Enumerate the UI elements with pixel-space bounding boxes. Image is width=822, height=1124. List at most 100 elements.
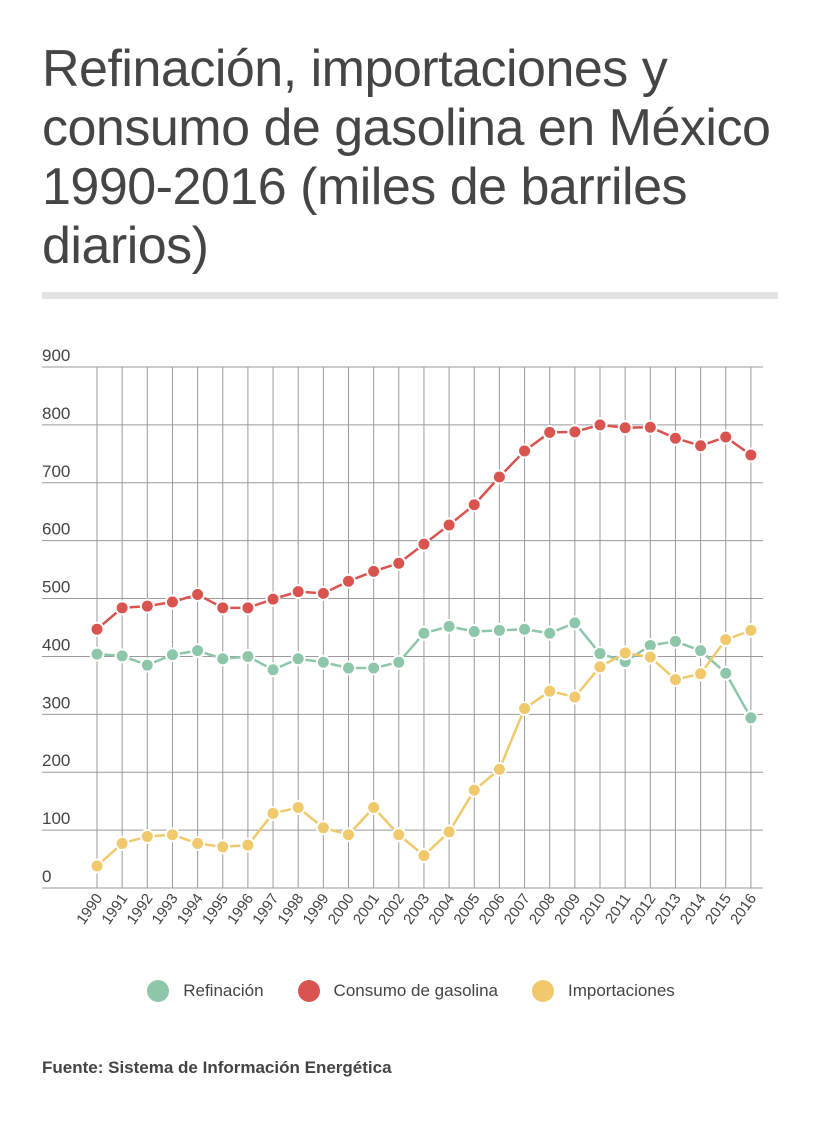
data-point-s0 — [315, 654, 331, 670]
data-point-s2 — [466, 782, 482, 798]
data-point-s0 — [139, 657, 155, 673]
x-tick-label: 2012 — [627, 891, 660, 928]
x-tick-label: 2011 — [602, 891, 634, 927]
data-point-s0 — [667, 633, 683, 649]
x-tick-label: 1999 — [300, 891, 333, 928]
y-tick-label: 600 — [42, 520, 70, 539]
data-point-s1 — [542, 424, 558, 440]
data-point-s2 — [391, 827, 407, 843]
line-chart: 0 100 200 300 400 500 600 700 800 900 199019911992… — [42, 346, 763, 928]
data-point-s0 — [517, 621, 533, 637]
x-tick-label: 2016 — [727, 891, 760, 928]
data-point-s1 — [114, 600, 130, 616]
data-point-s0 — [441, 618, 457, 634]
data-point-s0 — [114, 648, 130, 664]
data-point-s2 — [190, 835, 206, 851]
x-tick-label: 1992 — [124, 891, 157, 928]
data-point-s1 — [89, 621, 105, 637]
data-point-s2 — [265, 805, 281, 821]
title-divider — [42, 292, 778, 299]
legend-swatch-importaciones — [532, 980, 554, 1002]
data-point-s1 — [164, 594, 180, 610]
x-tick-label: 1991 — [98, 891, 131, 928]
data-point-s0 — [718, 665, 734, 681]
data-point-s2 — [517, 701, 533, 717]
y-tick-label: 800 — [42, 404, 70, 423]
data-point-s1 — [391, 555, 407, 571]
x-tick-label: 2013 — [652, 891, 685, 928]
x-tick-label: 2015 — [702, 891, 735, 928]
legend-item-refinacion: Refinación — [147, 980, 264, 1002]
data-point-s2 — [114, 835, 130, 851]
legend-label-refinacion: Refinación — [183, 981, 264, 1000]
data-point-s1 — [617, 420, 633, 436]
data-point-s0 — [265, 662, 281, 678]
y-tick-label: 400 — [42, 635, 70, 654]
data-point-s0 — [743, 710, 759, 726]
data-point-s1 — [315, 585, 331, 601]
data-point-s1 — [190, 587, 206, 603]
legend: Refinación Consumo de gasolina Importaci… — [0, 980, 822, 1002]
data-point-s0 — [466, 624, 482, 640]
data-point-s0 — [416, 625, 432, 641]
data-point-s0 — [215, 651, 231, 667]
x-tick-label: 2000 — [325, 891, 358, 928]
data-point-s1 — [642, 419, 658, 435]
x-tick-label: 2001 — [350, 891, 383, 928]
data-point-s1 — [567, 424, 583, 440]
data-point-s1 — [240, 600, 256, 616]
x-tick-label: 1996 — [224, 891, 257, 928]
x-tick-label: 1994 — [174, 891, 207, 928]
data-point-s1 — [491, 469, 507, 485]
data-point-s0 — [290, 651, 306, 667]
chart-title: Refinación, importaciones y consumo de g… — [42, 40, 771, 275]
data-point-s2 — [240, 837, 256, 853]
legend-swatch-consumo — [297, 980, 320, 1002]
data-point-s0 — [164, 647, 180, 663]
y-tick-label: 300 — [42, 693, 70, 712]
y-tick-label: 0 — [42, 867, 51, 886]
data-point-s0 — [391, 654, 407, 670]
data-point-s2 — [89, 858, 105, 874]
x-tick-label: 1990 — [73, 891, 106, 928]
data-point-s1 — [693, 438, 709, 454]
source-note: Fuente: Sistema de Información Energétic… — [42, 1058, 392, 1077]
data-point-s0 — [240, 648, 256, 664]
data-point-s2 — [290, 800, 306, 816]
data-point-s2 — [667, 672, 683, 688]
x-tick-label: 1998 — [274, 891, 307, 928]
data-point-s1 — [139, 598, 155, 614]
y-tick-label: 200 — [42, 751, 70, 770]
data-point-s2 — [542, 683, 558, 699]
data-point-s1 — [718, 429, 734, 445]
x-tick-label: 2014 — [677, 891, 710, 928]
x-tick-label: 2009 — [551, 891, 584, 928]
data-point-s0 — [341, 660, 356, 676]
legend-label-consumo: Consumo de gasolina — [333, 981, 498, 1000]
data-point-s0 — [592, 646, 608, 662]
legend-item-consumo: Consumo de gasolina — [297, 980, 498, 1002]
legend-item-importaciones: Importaciones — [532, 980, 675, 1002]
legend-swatch-refinacion — [147, 980, 170, 1002]
data-point-s0 — [491, 622, 507, 638]
legend-label-importaciones: Importaciones — [568, 981, 675, 1000]
x-tick-label: 2004 — [425, 891, 458, 928]
data-point-s2 — [341, 827, 356, 843]
data-point-s1 — [743, 447, 759, 463]
data-point-s1 — [416, 536, 432, 552]
data-point-s2 — [315, 820, 331, 836]
data-point-s2 — [491, 761, 507, 777]
data-point-s2 — [617, 645, 633, 661]
x-tick-label: 2003 — [400, 891, 433, 928]
data-point-s1 — [366, 563, 382, 579]
data-point-s1 — [265, 591, 281, 607]
x-tick-label: 2006 — [476, 891, 509, 928]
data-point-s0 — [89, 646, 105, 662]
y-tick-label: 100 — [42, 809, 70, 828]
data-point-s1 — [592, 417, 608, 433]
x-tick-label: 1995 — [199, 891, 232, 928]
data-point-s1 — [517, 443, 533, 459]
data-point-s2 — [592, 659, 608, 675]
data-point-s1 — [215, 600, 231, 616]
data-point-s2 — [642, 649, 658, 665]
